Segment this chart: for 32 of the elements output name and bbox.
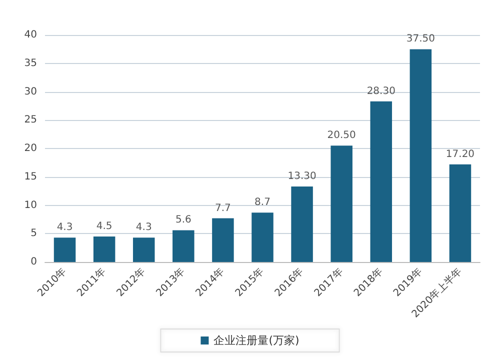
y-tick-label: 40 xyxy=(24,30,37,40)
y-tick-label: 30 xyxy=(24,86,37,98)
y-tick-label: 5 xyxy=(30,228,37,240)
bar xyxy=(212,218,234,262)
bar xyxy=(291,186,313,262)
data-label: 13.30 xyxy=(288,171,316,182)
y-tick-label: 10 xyxy=(24,200,37,211)
data-label: 28.30 xyxy=(366,86,396,97)
data-label: 4.5 xyxy=(96,220,112,232)
legend-label: 企业注册量(万家) xyxy=(214,334,300,347)
y-tick-label: 15 xyxy=(24,171,37,182)
data-label: 4.3 xyxy=(56,222,73,234)
data-label: 8.7 xyxy=(254,197,270,208)
bar xyxy=(93,236,116,262)
data-label: 37.50 xyxy=(406,34,435,45)
bar xyxy=(54,238,76,262)
data-label: 7.7 xyxy=(215,202,231,214)
bar xyxy=(330,146,352,262)
bar xyxy=(449,164,472,262)
y-tick-label: 20 xyxy=(24,143,37,154)
y-tick-label: 0 xyxy=(30,256,37,268)
bar xyxy=(410,49,432,262)
y-tick-label: 25 xyxy=(24,114,37,126)
bar xyxy=(252,212,274,262)
data-label: 4.3 xyxy=(136,222,152,234)
bar xyxy=(172,230,194,262)
bar xyxy=(132,238,155,262)
bar xyxy=(370,101,392,262)
data-label: 5.6 xyxy=(175,214,192,226)
y-tick-label: 35 xyxy=(24,58,37,69)
data-label: 17.20 xyxy=(446,148,475,160)
data-label: 20.50 xyxy=(327,130,356,142)
